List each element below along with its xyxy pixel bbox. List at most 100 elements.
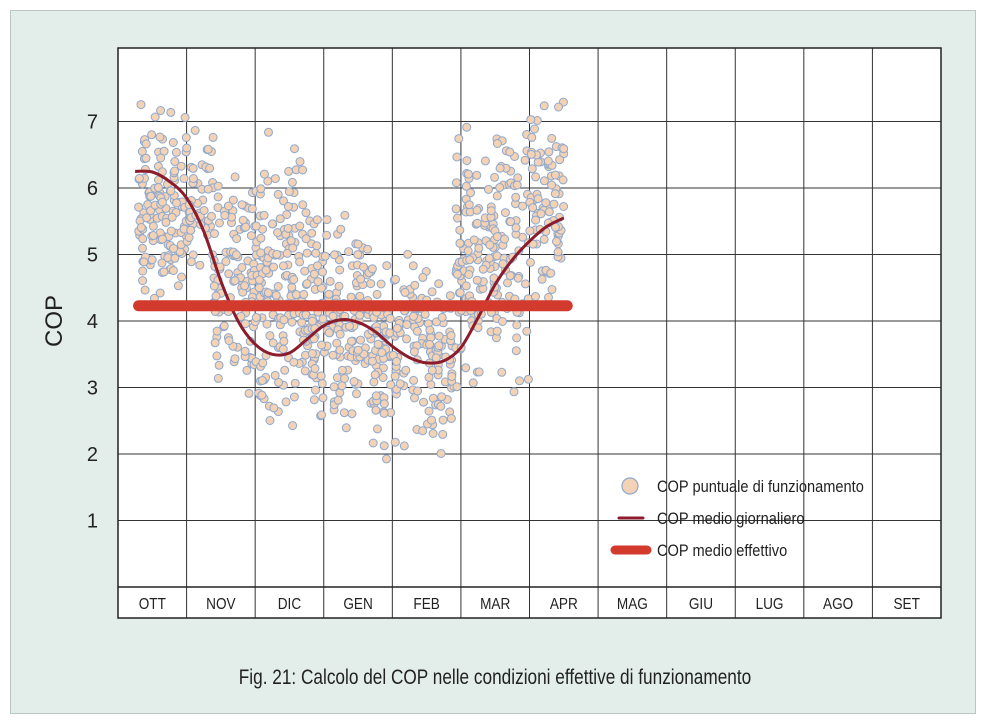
scatter-point	[478, 264, 488, 274]
scatter-point	[230, 354, 240, 364]
scatter-point	[301, 234, 311, 244]
scatter-point	[313, 261, 322, 271]
scatter-point	[224, 336, 234, 346]
scatter-point	[246, 231, 256, 241]
scatter-point	[134, 202, 144, 212]
scatter-point	[344, 247, 354, 257]
scatter-point	[455, 225, 465, 235]
scatter-point	[408, 261, 418, 271]
scatter-point	[427, 365, 437, 375]
scatter-point	[287, 282, 297, 292]
legend-label: COP puntuale di funzionamento	[657, 478, 864, 496]
scatter-point	[156, 106, 166, 115]
scatter-point	[156, 153, 166, 163]
scatter-point	[279, 315, 289, 325]
scatter-point	[138, 234, 148, 244]
scatter-point	[199, 206, 209, 215]
scatter-point	[311, 385, 320, 395]
scatter-point	[347, 336, 356, 346]
scatter-point	[186, 225, 196, 235]
x-tick-label: AGO	[823, 596, 853, 613]
scatter-point	[291, 290, 301, 300]
scatter-point	[367, 356, 377, 366]
scatter-point	[278, 261, 288, 271]
scatter-point	[329, 250, 339, 260]
scatter-point	[425, 339, 434, 349]
scatter-point	[427, 287, 437, 297]
scatter-point	[468, 378, 478, 388]
scatter-point	[257, 390, 267, 400]
scatter-point	[531, 172, 541, 182]
scatter-point	[213, 373, 223, 383]
scatter-point	[179, 174, 189, 183]
scatter-point	[247, 204, 257, 214]
scatter-point	[188, 163, 198, 173]
scatter-point	[318, 393, 328, 403]
scatter-point	[269, 403, 279, 413]
scatter-point	[390, 437, 400, 447]
scatter-point	[134, 173, 144, 183]
scatter-point	[259, 210, 269, 220]
scatter-point	[328, 311, 338, 321]
scatter-point	[213, 181, 223, 191]
scatter-point	[289, 392, 299, 402]
scatter-point	[254, 275, 264, 285]
scatter-point	[288, 243, 298, 253]
legend-marker-icon	[621, 477, 639, 495]
scatter-point	[299, 289, 309, 299]
scatter-point	[190, 125, 200, 135]
scatter-point	[258, 358, 268, 368]
scatter-point	[382, 261, 392, 271]
scatter-point	[525, 226, 535, 236]
scatter-point	[289, 275, 299, 284]
scatter-point	[283, 202, 293, 211]
scatter-point	[425, 325, 435, 335]
scatter-point	[153, 183, 163, 192]
scatter-point	[379, 399, 389, 409]
scatter-point	[320, 251, 330, 261]
legend: COP puntuale di funzionamento COP medio g…	[610, 477, 864, 560]
scatter-point	[313, 277, 323, 287]
scatter-point	[531, 292, 540, 301]
scatter-point	[307, 316, 317, 326]
scatter-point	[146, 191, 156, 201]
scatter-point	[205, 163, 215, 173]
scatter-point	[209, 281, 219, 291]
scatter-point	[203, 184, 213, 194]
scatter-point	[549, 199, 559, 209]
scatter-point	[378, 373, 388, 382]
scatter-point	[382, 454, 391, 464]
scatter-point	[223, 201, 233, 211]
scatter-point	[559, 144, 569, 154]
scatter-point	[547, 180, 557, 190]
scatter-point	[509, 387, 519, 397]
scatter-point	[155, 288, 165, 298]
scatter-point	[424, 406, 434, 416]
scatter-point	[311, 248, 321, 258]
x-tick-label: LUG	[756, 596, 784, 613]
x-tick-label: DIC	[278, 596, 302, 613]
scatter-point	[279, 336, 289, 346]
scatter-point	[295, 221, 305, 231]
scatter-point	[431, 353, 441, 363]
scatter-point	[230, 276, 240, 286]
y-tick-label: 5	[87, 245, 98, 267]
scatter-point	[472, 275, 482, 285]
scatter-point	[298, 165, 308, 175]
scatter-point	[288, 421, 298, 431]
scatter-point	[316, 371, 326, 381]
scatter-point	[169, 244, 178, 253]
scatter-point	[413, 386, 423, 396]
scatter-point	[522, 326, 532, 336]
scatter-point	[150, 112, 160, 122]
scatter-point	[352, 389, 361, 399]
scatter-point	[147, 130, 157, 140]
scatter-point	[268, 338, 278, 348]
scatter-point	[469, 235, 479, 245]
y-tick-label: 3	[87, 378, 98, 400]
scatter-point	[512, 320, 522, 330]
scatter-point	[138, 243, 147, 253]
scatter-point	[256, 233, 266, 243]
scatter-point	[385, 314, 395, 323]
scatter-point	[464, 200, 474, 210]
